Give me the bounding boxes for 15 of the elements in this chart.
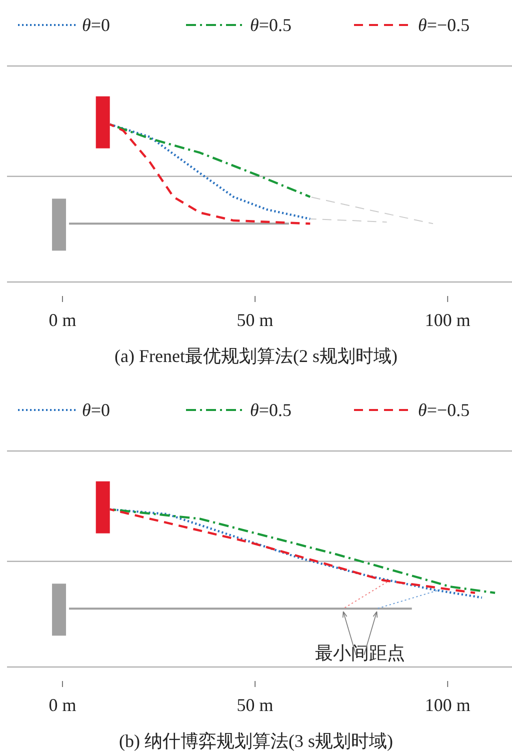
text: (b) 纳什博弈规划算法(3 s规划时域) [119, 731, 393, 751]
legend-label: θ=0 [82, 400, 110, 420]
x-tick-label: 0 m [48, 695, 76, 715]
x-tick-label: 0 m [48, 310, 76, 330]
x-tick-label: 50 m [236, 310, 274, 330]
x-tick-label: 100 m [424, 310, 470, 330]
legend-label: θ=0.5 [250, 15, 292, 35]
annotation: 最小间距点 [315, 643, 406, 663]
legend-label: θ=−0.5 [418, 15, 470, 35]
x-tick-label: 100 m [424, 695, 470, 715]
legend-label: θ=−0.5 [418, 400, 470, 420]
legend-label: θ=0 [82, 15, 110, 35]
text: (a) Frenet最优规划算法(2 s规划时域) [114, 346, 398, 366]
legend-label: θ=0.5 [250, 400, 292, 420]
x-tick-label: 50 m [236, 695, 274, 715]
